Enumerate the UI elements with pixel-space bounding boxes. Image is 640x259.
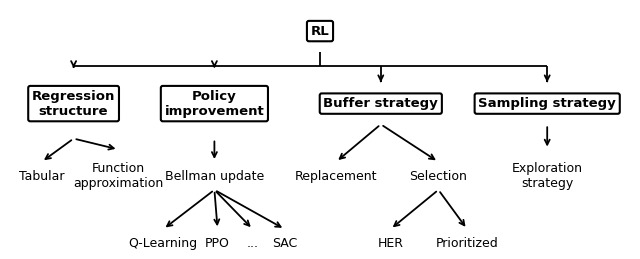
- Text: RL: RL: [310, 25, 330, 38]
- Text: Tabular: Tabular: [19, 170, 65, 183]
- Text: Prioritized: Prioritized: [436, 237, 499, 250]
- Text: Buffer strategy: Buffer strategy: [323, 97, 438, 110]
- Text: ...: ...: [247, 237, 259, 250]
- Text: Q-Learning: Q-Learning: [129, 237, 198, 250]
- Text: HER: HER: [378, 237, 403, 250]
- Text: Policy
improvement: Policy improvement: [164, 90, 264, 118]
- Text: SAC: SAC: [272, 237, 298, 250]
- Text: Replacement: Replacement: [295, 170, 377, 183]
- Text: Bellman update: Bellman update: [164, 170, 264, 183]
- Text: Function
approximation: Function approximation: [73, 162, 164, 190]
- Text: Selection: Selection: [410, 170, 467, 183]
- Text: Regression
structure: Regression structure: [32, 90, 115, 118]
- Text: Exploration
strategy: Exploration strategy: [512, 162, 582, 190]
- Text: PPO: PPO: [205, 237, 230, 250]
- Text: Sampling strategy: Sampling strategy: [478, 97, 616, 110]
